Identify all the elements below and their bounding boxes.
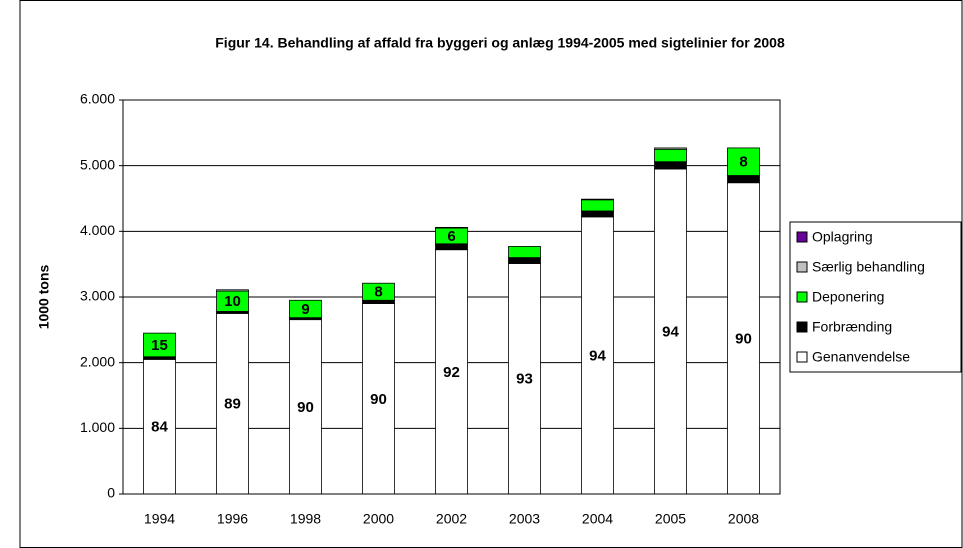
bar-segment: [581, 198, 614, 201]
legend-swatch: [796, 321, 808, 333]
y-tick-label: 4.000: [80, 222, 115, 238]
legend-label: Særlig behandling: [812, 259, 925, 275]
share-label: 94: [589, 347, 606, 364]
share-label: 89: [224, 396, 241, 413]
y-tick-label: 2.000: [80, 353, 115, 369]
legend-label: Deponering: [812, 289, 884, 305]
share-label: 6: [447, 228, 455, 245]
bar-segment: [727, 182, 760, 495]
x-tick-label: 1994: [144, 511, 175, 527]
share-label: 84: [151, 419, 168, 436]
share-label: 90: [297, 399, 314, 416]
bar-segment: [508, 263, 541, 495]
share-label: 90: [370, 391, 387, 408]
bar-segment: [143, 332, 176, 358]
legend-label: Genanvendelse: [812, 349, 910, 365]
bar-segment: [508, 246, 541, 258]
bar-segment: [362, 299, 395, 304]
bar-segment: [435, 226, 468, 229]
legend-label: Forbrænding: [812, 319, 892, 335]
bar-segment: [581, 210, 614, 218]
x-tick-label: 2004: [582, 511, 613, 527]
bar-segment: [508, 257, 541, 264]
x-tick-label: 2003: [509, 511, 540, 527]
bar-segment: [435, 249, 468, 495]
y-tick-label: 1.000: [80, 419, 115, 435]
bar-segment: [581, 199, 614, 212]
y-axis-label: 1000 tons: [36, 264, 52, 329]
legend-swatch: [796, 261, 808, 273]
legend-swatch: [796, 351, 808, 363]
bar-segment: [216, 289, 249, 292]
legend-swatch: [796, 231, 808, 243]
bar-segment: [289, 299, 322, 319]
legend-box: [789, 221, 962, 373]
x-tick-label: 2005: [655, 511, 686, 527]
share-label: 92: [443, 364, 460, 381]
share-label: 8: [374, 284, 382, 301]
x-tick-label: 1996: [217, 511, 248, 527]
share-label: 90: [735, 330, 752, 347]
share-label: 15: [151, 337, 168, 354]
bar-segment: [289, 319, 322, 495]
share-label: 93: [516, 371, 533, 388]
share-label: 94: [662, 323, 679, 340]
share-label: 10: [224, 293, 241, 310]
x-tick-label: 1998: [290, 511, 321, 527]
y-tick-label: 3.000: [80, 288, 115, 304]
plot-border: [122, 99, 781, 495]
bar-segment: [581, 216, 614, 495]
x-tick-label: 2002: [436, 511, 467, 527]
share-label: 9: [301, 301, 309, 318]
bar-segment: [727, 147, 760, 176]
chart-title: Figur 14. Behandling af affald fra bygge…: [215, 35, 785, 51]
share-label: 8: [739, 154, 747, 171]
y-tick-label: 5.000: [80, 156, 115, 172]
x-tick-label: 2000: [363, 511, 394, 527]
y-tick-label: 6.000: [80, 91, 115, 107]
legend-swatch: [796, 291, 808, 303]
bar-segment: [362, 282, 395, 301]
bar-segment: [654, 147, 687, 150]
bar-segment: [216, 313, 249, 495]
bar-segment: [654, 161, 687, 170]
bar-segment: [727, 175, 760, 184]
legend-label: Oplagring: [812, 229, 873, 245]
bar-segment: [654, 168, 687, 495]
y-tick-label: 0: [107, 485, 115, 501]
bar-segment: [654, 148, 687, 163]
bar-segment: [143, 358, 176, 495]
x-tick-label: 2008: [728, 511, 759, 527]
